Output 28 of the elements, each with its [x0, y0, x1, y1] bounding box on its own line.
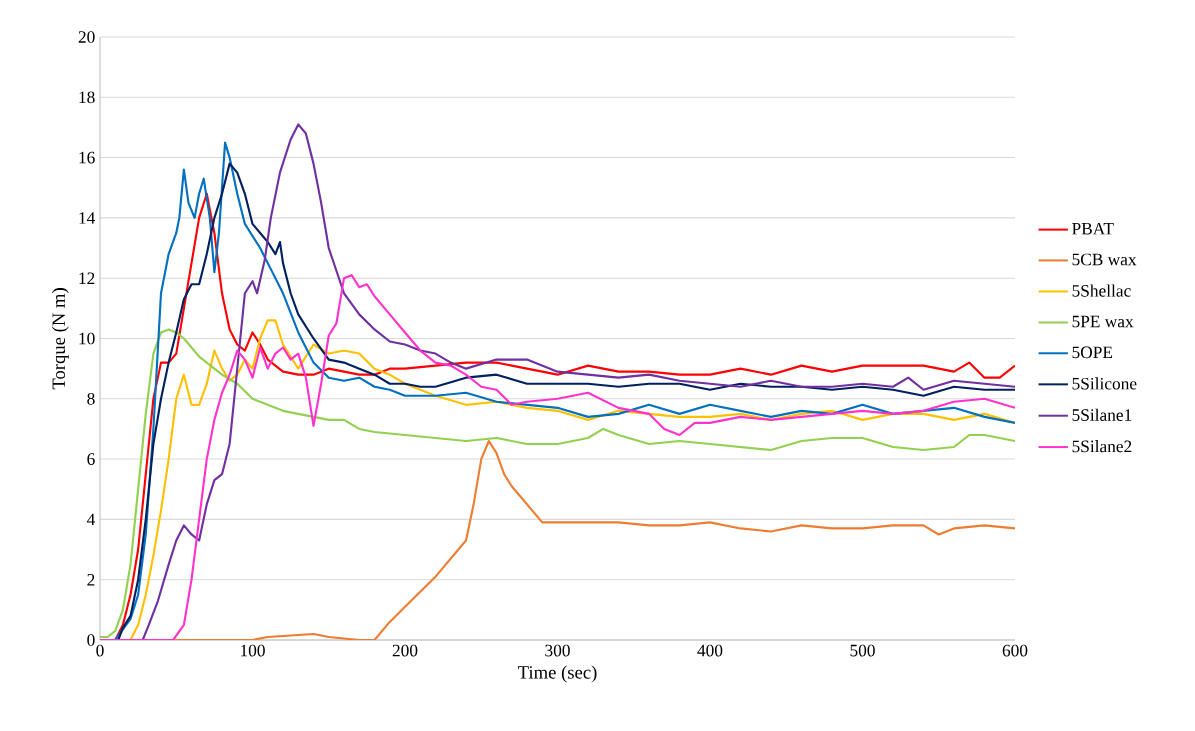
legend-label: 5Silicone	[1072, 377, 1137, 390]
legend-label: 5PE wax	[1072, 315, 1134, 328]
x-tick-label: 400	[697, 644, 723, 657]
y-tick-label: 6	[87, 453, 95, 465]
x-axis-title: Time (sec)	[518, 665, 597, 683]
x-tick-label: 100	[241, 644, 265, 657]
x-tick-label: 600	[1002, 644, 1028, 657]
x-tick-label: 500	[850, 644, 875, 657]
y-tick-label: 12	[79, 272, 95, 284]
y-tick-label: 2	[87, 573, 95, 586]
legend-label: 5Silane2	[1072, 440, 1132, 453]
y-tick-label: 8	[87, 392, 95, 405]
legend-label: 5Silane1	[1072, 408, 1132, 421]
y-axis-title: Torque (N m)	[51, 288, 69, 390]
y-tick-label: 4	[86, 513, 96, 526]
y-tick-label: 0	[87, 634, 95, 646]
legend-label: 5OPE	[1072, 346, 1113, 359]
legend-label: PBAT	[1072, 222, 1114, 235]
y-tick-label: 14	[79, 212, 96, 224]
x-tick-label: 300	[545, 644, 570, 657]
legend-label: 5CB wax	[1072, 253, 1137, 266]
y-tick-label: 16	[79, 151, 95, 164]
y-tick-label: 20	[78, 31, 95, 43]
y-tick-label: 10	[79, 332, 95, 345]
y-tick-label: 18	[79, 91, 95, 104]
x-tick-label: 200	[392, 644, 418, 657]
x-tick-label: 0	[96, 644, 104, 657]
legend-label: 5Shellac	[1072, 284, 1131, 297]
